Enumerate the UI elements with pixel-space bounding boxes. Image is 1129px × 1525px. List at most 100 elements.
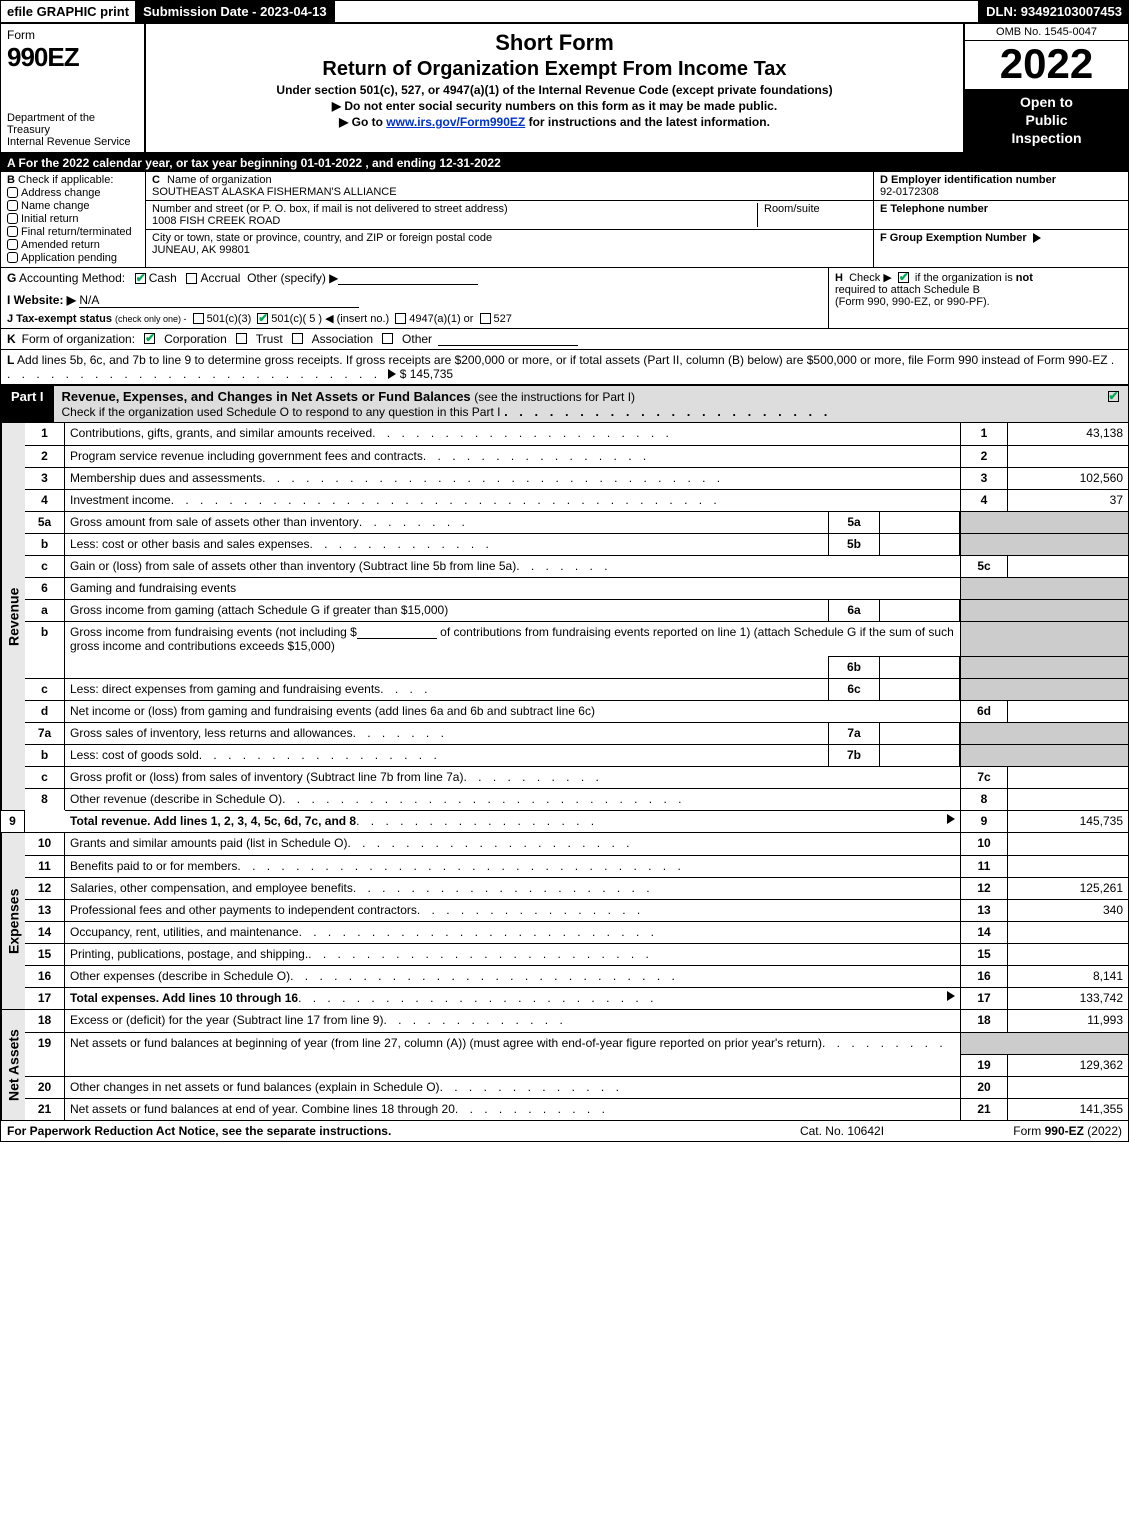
line-7c-amount xyxy=(1008,766,1128,788)
line-6a-num: a xyxy=(25,599,65,621)
line-6d-rnum: 6d xyxy=(960,700,1008,722)
line-7a-desc: Gross sales of inventory, less returns a… xyxy=(65,722,828,744)
g-other: Other (specify) ▶ xyxy=(247,271,338,285)
irs-link[interactable]: www.irs.gov/Form990EZ xyxy=(386,115,525,129)
row-l: L Add lines 5b, 6c, and 7b to line 9 to … xyxy=(1,350,1128,385)
l-lead: L xyxy=(7,353,14,367)
line-19-num: 19 xyxy=(25,1032,65,1076)
check-501c3[interactable] xyxy=(193,313,204,324)
line-17-num: 17 xyxy=(25,987,65,1009)
line-6b-subnum: 6b xyxy=(828,656,880,678)
check-accrual[interactable] xyxy=(186,273,197,284)
page-footer: For Paperwork Reduction Act Notice, see … xyxy=(1,1121,1128,1141)
line-6c-subamt xyxy=(880,678,960,700)
inspect-line2: Public xyxy=(1025,112,1067,128)
line-20-amount xyxy=(1008,1076,1128,1098)
footer-form-ref: Form 990-EZ (2022) xyxy=(942,1124,1122,1138)
line-6b-num: b xyxy=(25,621,65,678)
line-19-shade xyxy=(960,1032,1008,1054)
check-amended-return[interactable]: Amended return xyxy=(7,239,139,251)
line-10-amount xyxy=(1008,833,1128,855)
line-5b-subnum: 5b xyxy=(828,533,880,555)
line-21-num: 21 xyxy=(25,1098,65,1120)
website-value: N/A xyxy=(79,293,359,308)
part-1-schedule-o-check[interactable] xyxy=(1098,386,1128,422)
ein-value: 92-0172308 xyxy=(880,186,939,198)
f-arrow-icon xyxy=(1033,233,1041,243)
j-lead: J Tax-exempt status xyxy=(7,313,112,325)
line-5a-subamt xyxy=(880,511,960,533)
net-assets-side-label: Net Assets xyxy=(1,1010,25,1120)
check-other-org[interactable] xyxy=(382,333,393,344)
line-12-amount: 125,261 xyxy=(1008,877,1128,899)
line-3-desc: Membership dues and assessments . . . . … xyxy=(65,467,960,489)
goto-post: for instructions and the latest informat… xyxy=(525,115,770,129)
line-19-rnum: 19 xyxy=(960,1054,1008,1076)
h-schedule-b: H Check ▶ if the organization is not req… xyxy=(828,268,1128,328)
check-address-change[interactable]: Address change xyxy=(7,187,139,199)
line-5a-shade xyxy=(960,511,1008,533)
check-4947a1[interactable] xyxy=(395,313,406,324)
f-group-exemption-row: F Group Exemption Number xyxy=(874,230,1128,246)
opt-application-pending: Application pending xyxy=(21,252,117,264)
check-application-pending[interactable]: Application pending xyxy=(7,252,139,264)
h-text3: required to attach Schedule B xyxy=(835,284,980,296)
line-9-amount: 145,735 xyxy=(1008,810,1128,832)
line-5a-desc: Gross amount from sale of assets other t… xyxy=(65,511,828,533)
check-h-not-required[interactable] xyxy=(898,272,909,283)
check-cash[interactable] xyxy=(135,273,146,284)
g-cash: Cash xyxy=(149,271,177,285)
line-16-desc: Other expenses (describe in Schedule O) … xyxy=(65,965,960,987)
part-1-title-text: Revenue, Expenses, and Changes in Net As… xyxy=(62,389,471,404)
line-9-rnum: 9 xyxy=(960,810,1008,832)
j-527: 527 xyxy=(494,313,512,325)
part1-dots: . . . . . . . . . . . . . . . . . . . . … xyxy=(504,404,831,419)
check-501c[interactable] xyxy=(257,313,268,324)
efile-print-label[interactable]: efile GRAPHIC print xyxy=(1,1,137,22)
g-label: Accounting Method: xyxy=(19,271,125,285)
line-6-desc: Gaming and fundraising events xyxy=(65,577,960,599)
k-lead: K xyxy=(7,332,16,346)
line-2-num: 2 xyxy=(25,445,65,467)
check-initial-return[interactable]: Initial return xyxy=(7,213,139,225)
part-1-subtext: Check if the organization used Schedule … xyxy=(62,405,501,419)
check-final-return[interactable]: Final return/terminated xyxy=(7,226,139,238)
line-1-amount: 43,138 xyxy=(1008,423,1128,445)
line-21-amount: 141,355 xyxy=(1008,1098,1128,1120)
h-lead: H xyxy=(835,272,843,284)
check-527[interactable] xyxy=(480,313,491,324)
line-17-rnum: 17 xyxy=(960,987,1008,1009)
line-17-amount: 133,742 xyxy=(1008,987,1128,1009)
revenue-grid: Revenue 1 Contributions, gifts, grants, … xyxy=(1,423,1128,833)
other-specify-input[interactable] xyxy=(338,271,478,285)
organization-address: 1008 FISH CREEK ROAD xyxy=(152,215,280,227)
line-6b-shade4 xyxy=(1008,656,1128,678)
dln-label: DLN: 93492103007453 xyxy=(978,1,1128,22)
check-association[interactable] xyxy=(292,333,303,344)
line-11-rnum: 11 xyxy=(960,855,1008,877)
opt-amended-return: Amended return xyxy=(21,239,100,251)
line-16-amount: 8,141 xyxy=(1008,965,1128,987)
line-6b-blank[interactable] xyxy=(357,625,437,639)
check-trust[interactable] xyxy=(236,333,247,344)
line-19-amount: 129,362 xyxy=(1008,1054,1128,1076)
goto-pre: ▶ Go to xyxy=(339,115,386,129)
line-6c-shade xyxy=(960,678,1008,700)
line-8-num: 8 xyxy=(25,788,65,810)
line-7b-subnum: 7b xyxy=(828,744,880,766)
other-org-input[interactable] xyxy=(438,332,578,346)
line-20-desc: Other changes in net assets or fund bala… xyxy=(65,1076,960,1098)
check-name-change[interactable]: Name change xyxy=(7,200,139,212)
line-12-desc: Salaries, other compensation, and employ… xyxy=(65,877,960,899)
j-501c: 501(c)( 5 ) ◀ (insert no.) xyxy=(271,313,389,325)
c-city-caption: City or town, state or province, country… xyxy=(152,232,492,244)
line-6a-shade xyxy=(960,599,1008,621)
g-accrual: Accrual xyxy=(200,271,240,285)
line-6b-shade2 xyxy=(1008,621,1128,656)
line-6c-shade2 xyxy=(1008,678,1128,700)
expenses-side-label: Expenses xyxy=(1,833,25,1009)
line-11-amount xyxy=(1008,855,1128,877)
part-1-tab: Part I xyxy=(1,386,54,422)
check-corporation[interactable] xyxy=(144,333,155,344)
l-amount: $ 145,735 xyxy=(400,367,453,381)
